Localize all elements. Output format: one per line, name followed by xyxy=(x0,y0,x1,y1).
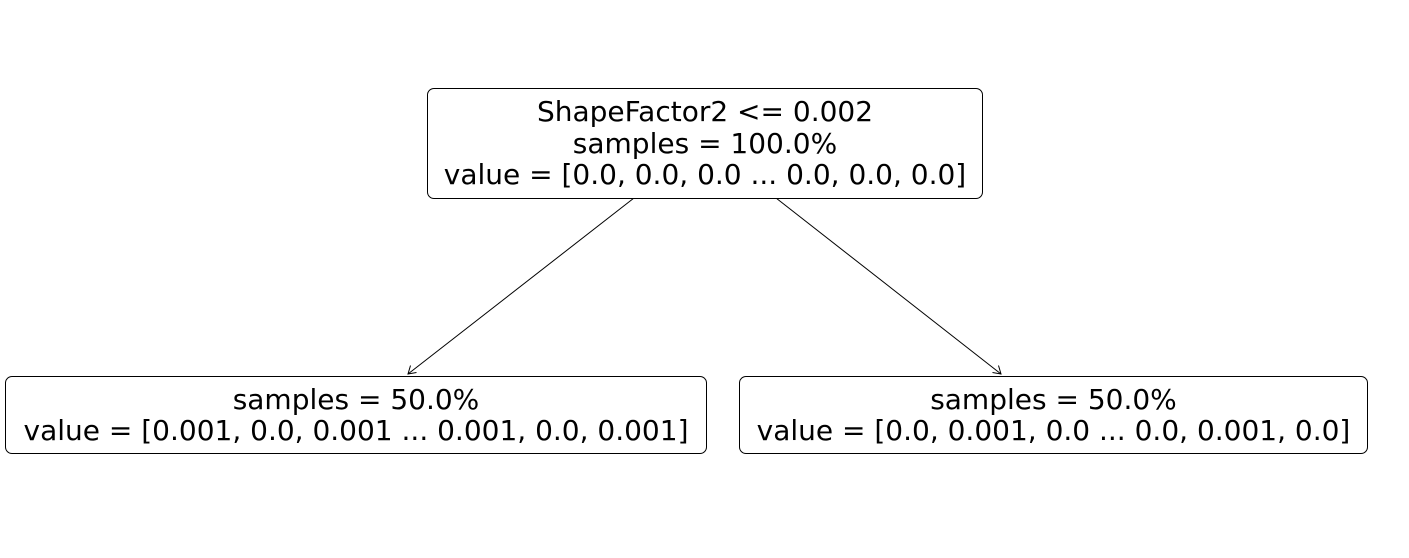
root-value: value = [0.0, 0.0, 0.0 ... 0.0, 0.0, 0.0… xyxy=(443,158,967,192)
right-value: value = [0.0, 0.001, 0.0 ... 0.0, 0.001,… xyxy=(756,414,1351,447)
right-samples: samples = 50.0% xyxy=(930,382,1177,416)
tree-node-right-leaf: samples = 50.0% value = [0.0, 0.001, 0.0… xyxy=(739,376,1368,454)
left-value: value = [0.001, 0.0, 0.001 ... 0.001, 0.… xyxy=(23,414,689,447)
tree-node-root: ShapeFactor2 <= 0.002 samples = 100.0% v… xyxy=(427,88,983,199)
left-samples: samples = 50.0% xyxy=(232,382,480,416)
edge-root-right xyxy=(775,197,1002,375)
edge-root-left xyxy=(407,197,635,375)
tree-node-left-leaf: samples = 50.0% value = [0.001, 0.0, 0.0… xyxy=(5,376,707,454)
root-condition: ShapeFactor2 <= 0.002 xyxy=(536,95,874,129)
root-samples: samples = 100.0% xyxy=(572,126,838,160)
